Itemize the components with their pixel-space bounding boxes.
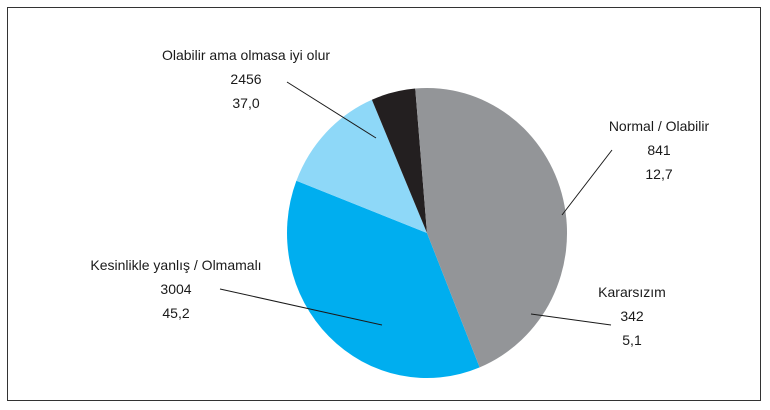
pie-slice-1 (287, 180, 480, 379)
chart-frame (7, 7, 761, 401)
slice-count: 841 (647, 142, 671, 158)
leader-line-4 (219, 288, 383, 326)
slice-label-4: Kesinlikle yanlış / Olmamalı 3004 45,2 (90, 257, 261, 321)
leader-line-2 (561, 149, 613, 216)
slice-percent: 12,7 (645, 166, 672, 182)
slice-percent: 45,2 (162, 305, 189, 321)
slice-count: 2456 (230, 71, 261, 87)
leader-line-1 (286, 81, 377, 139)
slice-count: 342 (620, 308, 644, 324)
slice-name: Kesinlikle yanlış / Olmamalı (90, 257, 261, 273)
slice-label-3: Kararsızım 342 5,1 (598, 284, 666, 348)
leader-line-3 (530, 313, 612, 326)
pie-slice-3 (371, 88, 427, 233)
slice-name: Olabilir ama olmasa iyi olur (162, 47, 330, 63)
slice-percent: 5,1 (622, 332, 642, 348)
slice-name: Kararsızım (598, 284, 666, 300)
leader-lines (219, 81, 613, 326)
slice-label-2: Normal / Olabilir 841 12,7 (609, 118, 710, 182)
pie-slice-2 (296, 99, 427, 234)
slice-count: 3004 (160, 281, 191, 297)
pie-slices (287, 87, 568, 379)
pie-slice-4 (415, 87, 568, 368)
slice-labels: Olabilir ama olmasa iyi olur 2456 37,0 Norm… (90, 47, 709, 348)
slice-name: Normal / Olabilir (609, 118, 710, 134)
slice-percent: 37,0 (232, 95, 259, 111)
slice-label-1: Olabilir ama olmasa iyi olur 2456 37,0 (162, 47, 330, 111)
